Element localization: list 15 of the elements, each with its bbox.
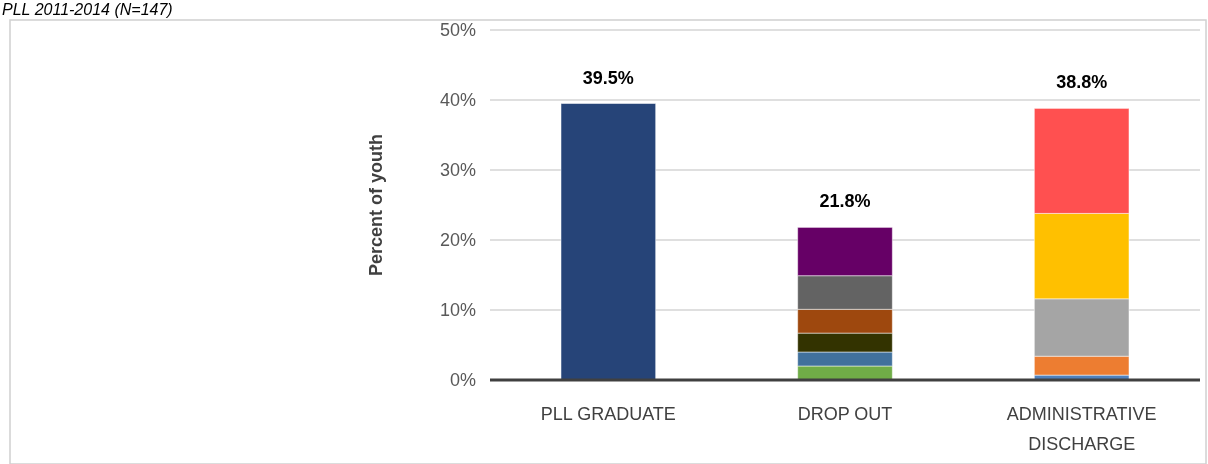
y-axis-title: Percent of youth (366, 133, 386, 277)
x-tick-label: DROP OUT (797, 404, 893, 424)
y-tick-label: 10% (439, 300, 476, 321)
total-label: 39.5% (582, 67, 634, 88)
y-tick-label: 40% (439, 90, 476, 111)
x-tick-label: PLL GRADUATE (540, 404, 676, 424)
y-tick-label: 30% (439, 160, 476, 181)
y-tick-label: 0% (449, 370, 476, 391)
text: PLL 2011-2014 (N=147) (2, 1, 173, 18)
total-label: 38.8% (1056, 72, 1108, 93)
bar (560, 103, 657, 381)
y-tick-label: 20% (439, 230, 476, 251)
y-tick-label: 50% (439, 20, 476, 41)
total-label: 21.8% (819, 191, 871, 212)
x-tick-label: ADMINISTRATIVE DISCHARGE (1006, 404, 1157, 454)
